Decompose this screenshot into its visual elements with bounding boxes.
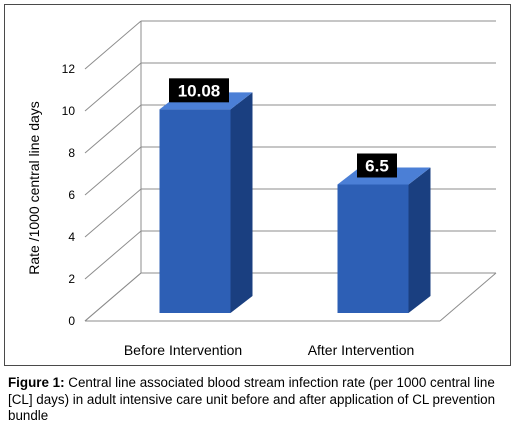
data-label-box	[357, 153, 397, 178]
figure-caption: Figure 1: Central line associated blood …	[8, 375, 511, 425]
data-label: 10.08	[178, 81, 221, 100]
caption-label: Figure 1:	[8, 375, 65, 390]
data-label-box	[169, 78, 229, 103]
gridline-diagonal	[84, 20, 142, 70]
y-axis-ticks: 0 2 4 6 8 10 12	[62, 62, 76, 328]
gridline-diagonal	[84, 272, 142, 322]
y-tick-label: 10	[62, 104, 76, 118]
y-tick-label: 0	[68, 314, 75, 328]
gridline-diagonal	[84, 104, 142, 154]
x-axis-categories: Before Intervention After Intervention	[124, 342, 414, 358]
chart-grid	[84, 20, 497, 322]
caption-text: Central line associated blood stream inf…	[8, 375, 496, 423]
x-category-label: After Intervention	[308, 342, 415, 358]
y-tick-label: 12	[62, 62, 76, 76]
gridline-diagonal	[84, 230, 142, 280]
chart-frame: 0 2 4 6 8 10 12 10.08 6.5 Before Intervention Af…	[4, 4, 511, 366]
y-tick-label: 6	[68, 188, 75, 202]
y-tick-label: 2	[68, 272, 75, 286]
floor-right-edge	[439, 272, 497, 322]
bar-chart: 0 2 4 6 8 10 12 10.08 6.5 Before Intervention Af…	[26, 20, 497, 358]
y-axis-title: Rate /1000 central line days	[26, 101, 42, 275]
bar	[159, 109, 231, 313]
bars	[159, 92, 431, 313]
gridline-diagonal	[84, 62, 142, 112]
gridline-diagonal	[84, 146, 142, 196]
bar-side	[230, 92, 253, 313]
bar-side	[408, 167, 431, 313]
x-category-label: Before Intervention	[124, 342, 242, 358]
data-labels: 10.08 6.5	[169, 78, 397, 178]
y-tick-label: 4	[68, 230, 75, 244]
gridline-diagonal	[84, 188, 142, 238]
y-tick-label: 8	[68, 146, 75, 160]
data-label: 6.5	[365, 157, 389, 176]
bar	[337, 184, 409, 313]
